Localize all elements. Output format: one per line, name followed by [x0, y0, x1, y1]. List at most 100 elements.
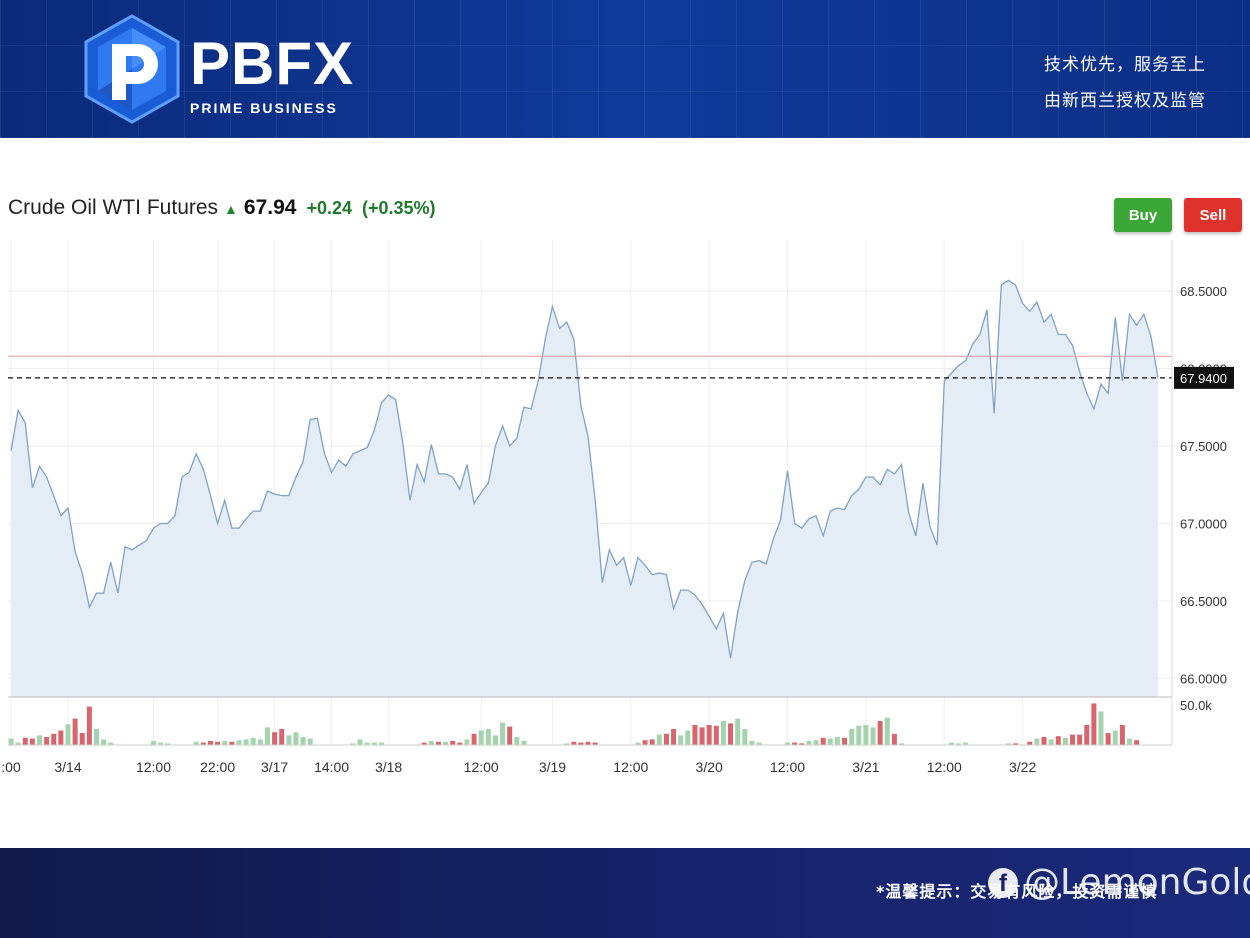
volume-bar [371, 742, 377, 745]
current-price-tag: 67.9400 [1174, 366, 1234, 389]
volume-bar [585, 741, 591, 745]
volume-bar [108, 742, 114, 745]
symbol-name: Crude Oil WTI Futures [8, 196, 219, 219]
volume-bar [1027, 741, 1033, 745]
volume-bar [742, 729, 748, 745]
volume-bar [79, 733, 85, 745]
volume-bar [264, 727, 270, 745]
volume-bar [421, 742, 427, 745]
footer-banner [0, 848, 1250, 938]
chart-axes [8, 240, 1173, 746]
volume-bar [834, 737, 840, 745]
volume-bar [22, 737, 28, 745]
volume-bar [514, 737, 520, 745]
volume-bar [678, 735, 684, 745]
x-tick-label: 14:00 [314, 759, 349, 775]
volume-bar [8, 738, 14, 745]
volume-bar [101, 739, 107, 745]
y-tick-label: 66.0000 [1180, 671, 1227, 686]
volume-bar [877, 721, 883, 745]
volume-bar [72, 718, 78, 745]
volume-bar [849, 729, 855, 745]
volume-bar [891, 733, 897, 745]
volume-bar [200, 742, 206, 745]
y-tick-label: 67.0000 [1180, 516, 1227, 531]
volume-bars [8, 703, 1140, 745]
volume-bar [564, 743, 570, 745]
x-tick-label: 3/18 [375, 759, 402, 775]
volume-bar [635, 742, 641, 745]
volume-bar [1091, 703, 1097, 745]
volume-bar [307, 738, 313, 745]
buy-button[interactable]: Buy [1114, 198, 1172, 232]
volume-bar [286, 735, 292, 745]
volume-bar [863, 725, 869, 745]
x-tick-label: 3/21 [852, 759, 879, 775]
volume-bar [500, 722, 506, 745]
volume-bar [165, 743, 171, 745]
volume-bar [357, 739, 363, 745]
volume-bar [785, 742, 791, 745]
volume-bar [728, 723, 734, 745]
volume-bar [571, 741, 577, 745]
volume-bar [1013, 743, 1019, 745]
volume-bar [279, 729, 285, 745]
volume-bar [450, 741, 456, 745]
volume-bar [300, 737, 306, 745]
sell-button[interactable]: Sell [1184, 198, 1242, 232]
x-tick-label: 22:00 [200, 759, 235, 775]
volume-bar [478, 730, 484, 745]
brand-tagline: PRIME BUSINESS [190, 100, 338, 116]
x-tick-label: 12:00 [464, 759, 499, 775]
volume-bar [756, 742, 762, 745]
volume-bar [856, 725, 862, 745]
volume-bar [193, 741, 199, 745]
volume-bar [1127, 738, 1132, 745]
volume-bar [827, 738, 833, 745]
volume-bar [642, 740, 648, 745]
volume-bar [44, 737, 50, 745]
volume-bar [1034, 738, 1040, 745]
volume-bar [250, 737, 256, 745]
volume-tick-label: 50.0k [1180, 698, 1212, 713]
volume-bar [378, 742, 384, 745]
volume-bar [1077, 734, 1083, 745]
volume-bar [37, 735, 42, 745]
volume-bar [963, 742, 969, 745]
volume-bar [257, 739, 263, 745]
volume-bar [215, 741, 221, 745]
volume-bar [799, 743, 805, 745]
volume-bar [578, 742, 584, 745]
volume-bar [1105, 733, 1111, 745]
y-tick-label: 66.5000 [1180, 594, 1227, 609]
x-tick-label: 12:00 [927, 759, 962, 775]
volume-bar [663, 733, 669, 745]
volume-bar [948, 742, 954, 745]
volume-bar [464, 739, 470, 745]
y-tick-label: 68.5000 [1180, 284, 1227, 299]
volume-bar [1041, 737, 1047, 745]
volume-bar [749, 741, 755, 745]
x-tick-label: 3/20 [696, 759, 723, 775]
x-tick-label: 3/17 [261, 759, 288, 775]
volume-bar [29, 738, 35, 745]
price-chart[interactable]: 68.500068.000067.500067.000066.500066.00… [0, 240, 1250, 780]
volume-bar [158, 742, 164, 745]
y-axis-ticks: 68.500068.000067.500067.000066.500066.00… [1180, 284, 1227, 686]
volume-bar [507, 726, 513, 745]
volume-bar [1070, 734, 1076, 745]
header-banner: PBFX PRIME BUSINESS 技术优先，服务至上 由新西兰授权及监管 [0, 0, 1250, 138]
volume-bar [471, 733, 477, 745]
volume-bar [272, 732, 278, 745]
volume-bar [1005, 743, 1011, 745]
volume-bar [243, 739, 249, 745]
volume-bar [229, 741, 235, 745]
volume-bar [222, 741, 228, 745]
price-line [10, 279, 1159, 659]
volume-bar [792, 742, 798, 745]
risk-warning: *温馨提示：交易有风险，投资需谨慎 [876, 882, 1158, 901]
volume-bar [1112, 730, 1118, 745]
volume-bar [457, 742, 463, 745]
volume-bar [1119, 725, 1125, 745]
volume-bar [1134, 740, 1140, 745]
